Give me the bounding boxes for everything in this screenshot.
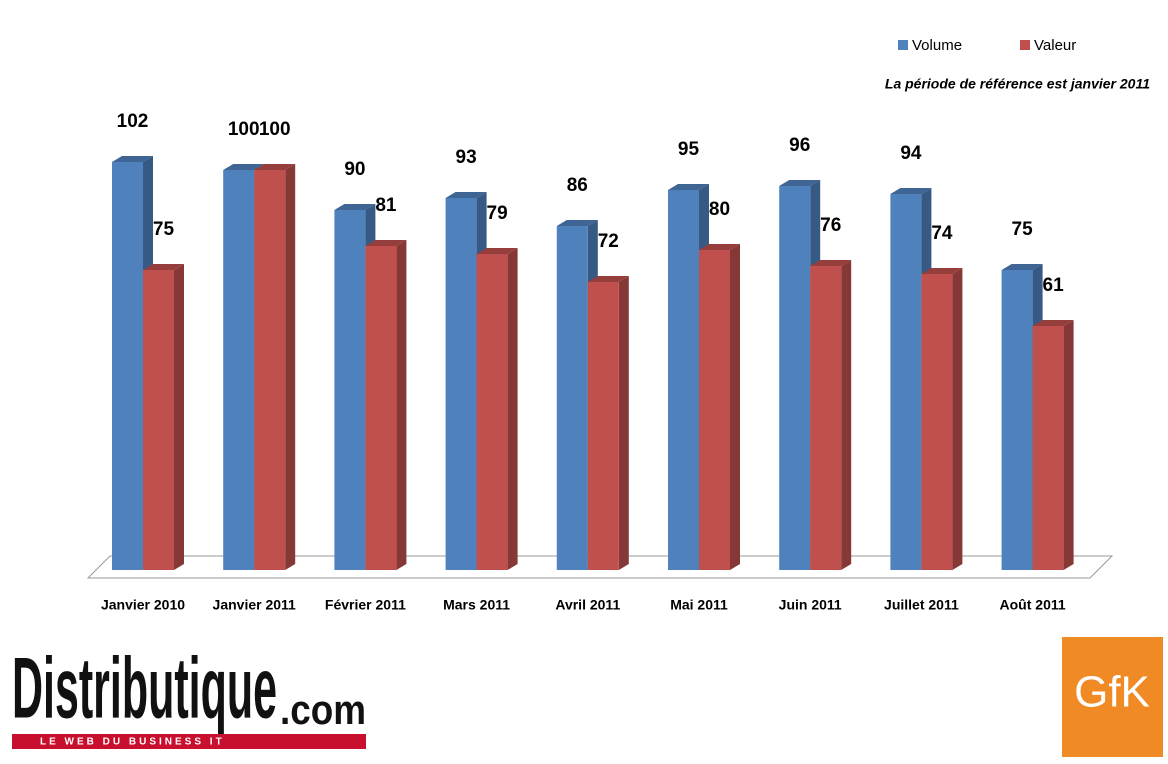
value-label: 74 — [931, 223, 953, 244]
value-label: 75 — [153, 219, 175, 240]
bar — [699, 250, 730, 570]
value-label: 94 — [900, 143, 922, 164]
bar-top — [921, 268, 963, 274]
x-tick-label: Juin 2011 — [779, 597, 842, 613]
bar-top — [779, 180, 821, 186]
gfk-box — [1062, 637, 1163, 757]
x-tick-label: Février 2011 — [325, 597, 406, 613]
bar-top — [223, 164, 265, 170]
bar — [890, 194, 922, 570]
bar-side — [507, 248, 518, 570]
bar — [112, 162, 143, 570]
value-label: 61 — [1043, 275, 1065, 296]
legend-swatch — [898, 40, 908, 50]
bar-top — [890, 188, 932, 194]
bar-top — [476, 248, 518, 254]
logo-suffix: .com — [280, 686, 366, 733]
bar-top — [1032, 320, 1074, 326]
bar — [810, 266, 842, 570]
logo-distributique: Distributique .com LE WEB DU BUSINESS IT — [12, 641, 366, 749]
x-tick-label: Août 2011 — [1000, 597, 1066, 613]
bar-side — [174, 264, 184, 570]
bar-top — [587, 276, 629, 282]
bar-top — [699, 244, 740, 250]
x-tick-label: Avril 2011 — [555, 597, 620, 613]
value-label: 102 — [117, 111, 149, 132]
bar — [254, 170, 286, 570]
logo-name: Distributique — [12, 641, 277, 737]
bar-side — [952, 268, 963, 570]
bar — [143, 270, 174, 570]
bar — [334, 210, 366, 570]
bar-top — [143, 264, 184, 270]
bar-top — [1001, 264, 1043, 270]
x-tick-label: Mai 2011 — [670, 597, 728, 613]
bar-top — [556, 220, 598, 226]
bar-top — [334, 204, 376, 210]
bar — [476, 254, 508, 570]
bar — [779, 186, 811, 570]
bar-side — [285, 164, 296, 570]
bar — [1032, 326, 1064, 570]
bar-side — [618, 276, 629, 570]
value-label: 75 — [1012, 219, 1034, 240]
bar — [223, 170, 255, 570]
bar-top — [810, 260, 852, 266]
legend-label: Volume — [912, 37, 962, 54]
logo-bar — [12, 734, 366, 749]
bar-side — [730, 244, 740, 570]
value-label: 72 — [598, 231, 619, 252]
bar — [587, 282, 619, 570]
value-label: 100 — [228, 119, 260, 140]
x-tick-label: Janvier 2011 — [213, 597, 297, 613]
gfk-text: GfK — [1074, 668, 1150, 717]
bar — [1001, 270, 1033, 570]
bar-side — [1063, 320, 1074, 570]
value-label: 76 — [820, 215, 841, 236]
logo-gfk: GfK — [1062, 637, 1163, 757]
legend-swatch — [1020, 40, 1030, 50]
annotation: La période de référence est janvier 2011 — [885, 76, 1150, 92]
bar — [365, 246, 397, 570]
bar-top — [365, 240, 407, 246]
bar — [445, 198, 477, 570]
bar — [668, 190, 699, 570]
bar-top — [445, 192, 487, 198]
logo-tagline: LE WEB DU BUSINESS IT — [40, 737, 225, 748]
bar-side — [841, 260, 852, 570]
legend-label: Valeur — [1034, 37, 1076, 54]
value-label: 86 — [567, 175, 588, 196]
value-label: 80 — [709, 199, 730, 220]
bar — [556, 226, 588, 570]
value-label: 90 — [344, 159, 365, 180]
x-tick-label: Juillet 2011 — [884, 597, 959, 613]
value-label: 81 — [375, 195, 397, 216]
bar — [921, 274, 953, 570]
value-label: 100 — [259, 119, 291, 140]
value-label: 95 — [678, 139, 700, 160]
x-tick-label: Janvier 2010 — [101, 597, 185, 613]
x-tick-label: Mars 2011 — [443, 597, 510, 613]
bar-top — [112, 156, 153, 162]
bar-side — [396, 240, 407, 570]
bar-top — [668, 184, 709, 190]
value-label: 79 — [487, 203, 508, 224]
value-label: 96 — [789, 135, 810, 156]
value-label: 93 — [456, 147, 477, 168]
bar-top — [254, 164, 296, 170]
legend: Volume Valeur — [898, 37, 1076, 54]
